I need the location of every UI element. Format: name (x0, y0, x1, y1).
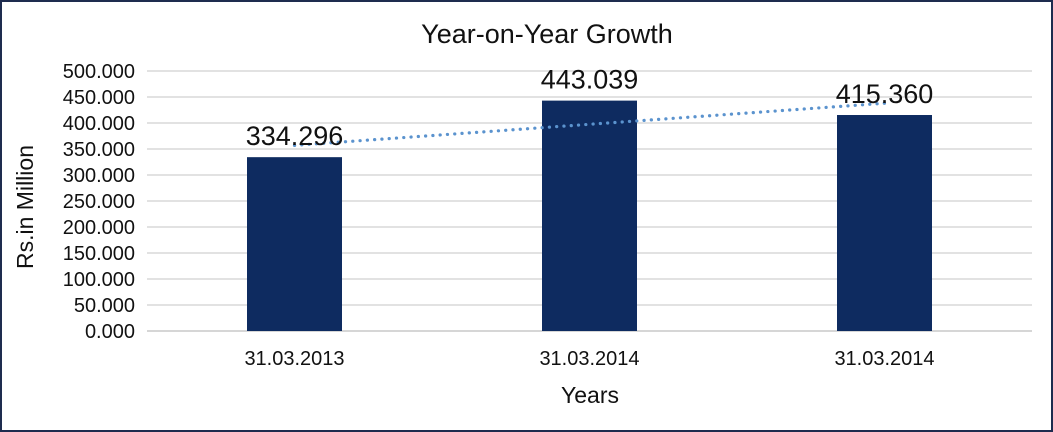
y-tick-label: 150.000 (63, 243, 135, 265)
y-tick-label: 500.000 (63, 61, 135, 83)
bar (247, 157, 342, 331)
y-tick-label: 350.000 (63, 139, 135, 161)
bar-value-label: 443.039 (541, 65, 639, 95)
y-tick-label: 450.000 (63, 87, 135, 109)
chart-title: Year-on-Year Growth (421, 19, 673, 49)
y-tick-label: 0.000 (85, 321, 135, 343)
x-tick-label: 31.03.2014 (539, 348, 639, 370)
bar-value-label: 415.360 (836, 79, 934, 109)
bar (837, 115, 932, 331)
y-axis-tick-labels: 0.000 50.000 100.000 150.000 200.000 250.000 3… (63, 61, 135, 343)
y-tick-label: 100.000 (63, 269, 135, 291)
bar-series (247, 100, 932, 331)
y-tick-label: 250.000 (63, 191, 135, 213)
bar-value-labels: 334.296 443.039 415.360 (246, 65, 934, 152)
x-tick-label: 31.03.2014 (834, 348, 934, 370)
bar-value-label: 334.296 (246, 121, 344, 151)
y-tick-label: 300.000 (63, 165, 135, 187)
y-tick-label: 200.000 (63, 217, 135, 239)
y-axis-title: Rs.in Million (12, 145, 38, 269)
y-tick-label: 50.000 (74, 295, 135, 317)
x-axis-title: Years (561, 382, 619, 408)
y-tick-label: 400.000 (63, 113, 135, 135)
bar (542, 100, 637, 331)
x-axis-tick-labels: 31.03.2013 31.03.2014 31.03.2014 (244, 348, 934, 370)
x-tick-label: 31.03.2013 (244, 348, 344, 370)
